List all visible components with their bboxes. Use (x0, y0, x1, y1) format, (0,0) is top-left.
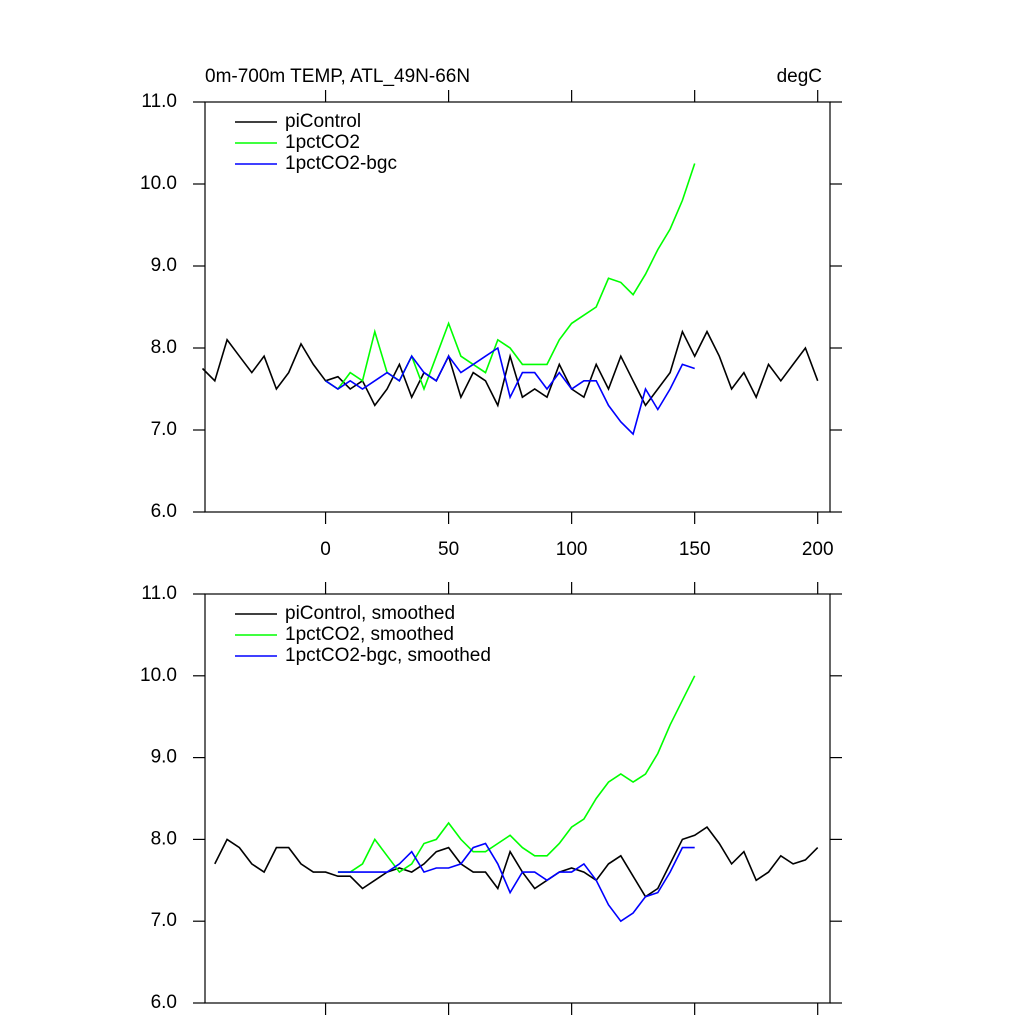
x-tick-label: 0 (320, 539, 331, 560)
x-tick-label: 50 (438, 539, 459, 560)
y-tick-label: 11.0 (141, 583, 177, 604)
data-line (337, 675, 696, 874)
y-tick-label: 11.0 (141, 91, 177, 112)
plot-frame (204, 101, 831, 513)
legend-label: piControl, smoothed (285, 603, 455, 624)
data-line (214, 826, 819, 898)
data-line (325, 346, 695, 436)
x-tick-label: 100 (556, 539, 588, 560)
y-tick-label: 6.0 (151, 501, 177, 522)
data-line (337, 842, 695, 923)
x-tick-label: 150 (679, 539, 711, 560)
legend-label: 1pctCO2-bgc, smoothed (285, 645, 491, 666)
y-tick-label: 9.0 (151, 255, 177, 276)
plot-frame (204, 593, 831, 1004)
x-tick-label: 200 (802, 539, 834, 560)
y-tick-label: 7.0 (151, 910, 177, 931)
y-tick-label: 10.0 (140, 665, 177, 686)
y-tick-label: 7.0 (151, 419, 177, 440)
chart-title: 0m-700m TEMP, ATL_49N-66N (205, 66, 470, 87)
y-tick-label: 8.0 (151, 337, 177, 358)
y-tick-label: 6.0 (151, 992, 177, 1013)
legend-label: 1pctCO2, smoothed (285, 624, 454, 645)
legend-label: piControl (285, 111, 361, 132)
y-tick-label: 9.0 (151, 747, 177, 768)
legend-label: 1pctCO2-bgc (285, 153, 397, 174)
y-tick-label: 8.0 (151, 828, 177, 849)
y-tick-label: 10.0 (140, 173, 177, 194)
legend-label: 1pctCO2 (285, 132, 360, 153)
units-label: degC (777, 66, 822, 87)
data-line (201, 329, 819, 408)
